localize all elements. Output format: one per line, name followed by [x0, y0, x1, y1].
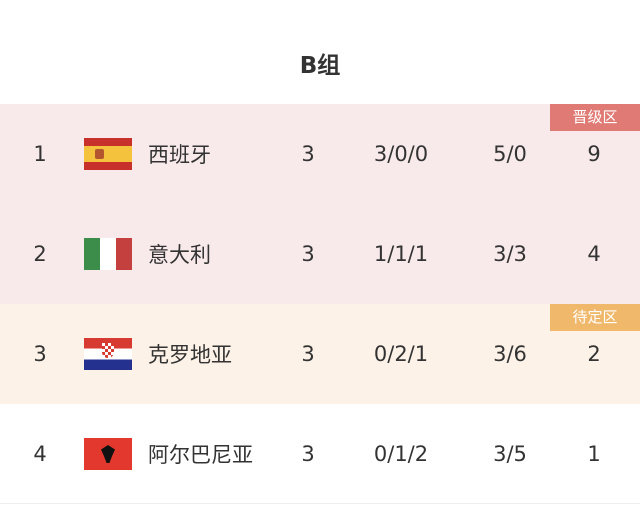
win-draw-loss: 0/1/2 [373, 442, 429, 466]
row-divider [0, 503, 640, 504]
team-name: 西班牙 [148, 143, 211, 167]
points: 9 [587, 142, 601, 166]
played: 3 [301, 342, 315, 366]
spain-flag-icon [84, 138, 132, 170]
rank: 1 [33, 142, 47, 166]
played: 3 [301, 442, 315, 466]
qualified-zone-badge: 晋级区 [550, 104, 640, 131]
table-row[interactable]: 2 意大利 3 1/1/1 3/3 4 [0, 204, 640, 304]
croatia-flag-icon [84, 338, 132, 370]
win-draw-loss: 1/1/1 [373, 242, 429, 266]
group-title: B组 [299, 53, 341, 79]
rank: 2 [33, 242, 47, 266]
played: 3 [301, 242, 315, 266]
rank: 3 [33, 342, 47, 366]
table-row[interactable]: 3 克罗地亚 3 0/2/1 3/6 2 待定区 [0, 304, 640, 404]
points: 2 [587, 342, 601, 366]
points: 1 [587, 442, 601, 466]
goals: 3/5 [493, 442, 527, 466]
goals: 3/3 [493, 242, 527, 266]
win-draw-loss: 0/2/1 [373, 342, 429, 366]
albania-flag-icon [84, 438, 132, 470]
played: 3 [301, 142, 315, 166]
win-draw-loss: 3/0/0 [373, 142, 429, 166]
table-row[interactable]: 4 阿尔巴尼亚 3 0/1/2 3/5 1 [0, 404, 640, 504]
team-name: 意大利 [148, 243, 211, 267]
goals: 5/0 [493, 142, 527, 166]
rank: 4 [33, 442, 47, 466]
points: 4 [587, 242, 601, 266]
table-row[interactable]: 1 西班牙 3 3/0/0 5/0 9 晋级区 [0, 104, 640, 204]
italy-flag-icon [84, 238, 132, 270]
goals: 3/6 [493, 342, 527, 366]
team-name: 克罗地亚 [148, 343, 232, 367]
pending-zone-badge: 待定区 [550, 304, 640, 331]
team-name: 阿尔巴尼亚 [148, 443, 253, 467]
